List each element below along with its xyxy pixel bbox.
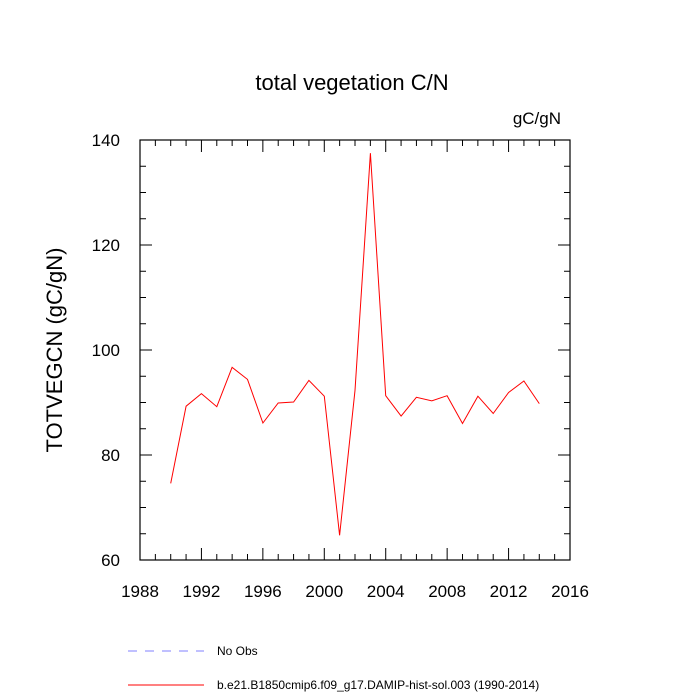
series-line <box>170 153 540 536</box>
x-tick-label: 2004 <box>367 582 405 601</box>
y-tick-label: 80 <box>101 446 120 465</box>
chart-title: total vegetation C/N <box>255 70 448 95</box>
tick-labels: 1988 1992 1996 2000 2004 2008 2012 2016 60 80 100 1… <box>92 131 589 601</box>
x-tick-label: 1988 <box>121 582 159 601</box>
x-tick-label: 2000 <box>305 582 343 601</box>
x-tick-label: 2012 <box>490 582 528 601</box>
y-tick-label: 100 <box>92 341 120 360</box>
y-axis-label: TOTVEGCN (gC/gN) <box>42 248 67 453</box>
legend-label: b.e21.B1850cmip6.f09_g17.DAMIP-hist-sol.… <box>217 678 539 692</box>
data-series <box>170 153 540 536</box>
x-tick-label: 1996 <box>244 582 282 601</box>
x-tick-label: 2016 <box>551 582 589 601</box>
y-tick-label: 140 <box>92 131 120 150</box>
units-label: gC/gN <box>513 109 561 128</box>
axis-ticks <box>139 139 571 561</box>
x-tick-label: 2008 <box>428 582 466 601</box>
legend-label: No Obs <box>217 644 258 658</box>
y-tick-label: 120 <box>92 236 120 255</box>
x-tick-label: 1992 <box>183 582 221 601</box>
plot-frame <box>139 139 571 561</box>
legend: No Obs b.e21.B1850cmip6.f09_g17.DAMIP-his… <box>128 644 539 692</box>
y-tick-label: 60 <box>101 551 120 570</box>
